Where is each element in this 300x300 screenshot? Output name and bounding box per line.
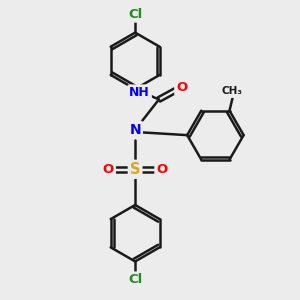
Text: O: O xyxy=(156,163,167,176)
Text: N: N xyxy=(129,123,141,137)
Text: O: O xyxy=(103,163,114,176)
Text: CH₃: CH₃ xyxy=(222,86,243,96)
Text: NH: NH xyxy=(129,86,150,99)
Text: S: S xyxy=(130,162,140,177)
Text: Cl: Cl xyxy=(128,8,142,21)
Text: Cl: Cl xyxy=(128,273,142,286)
Text: O: O xyxy=(176,81,188,94)
